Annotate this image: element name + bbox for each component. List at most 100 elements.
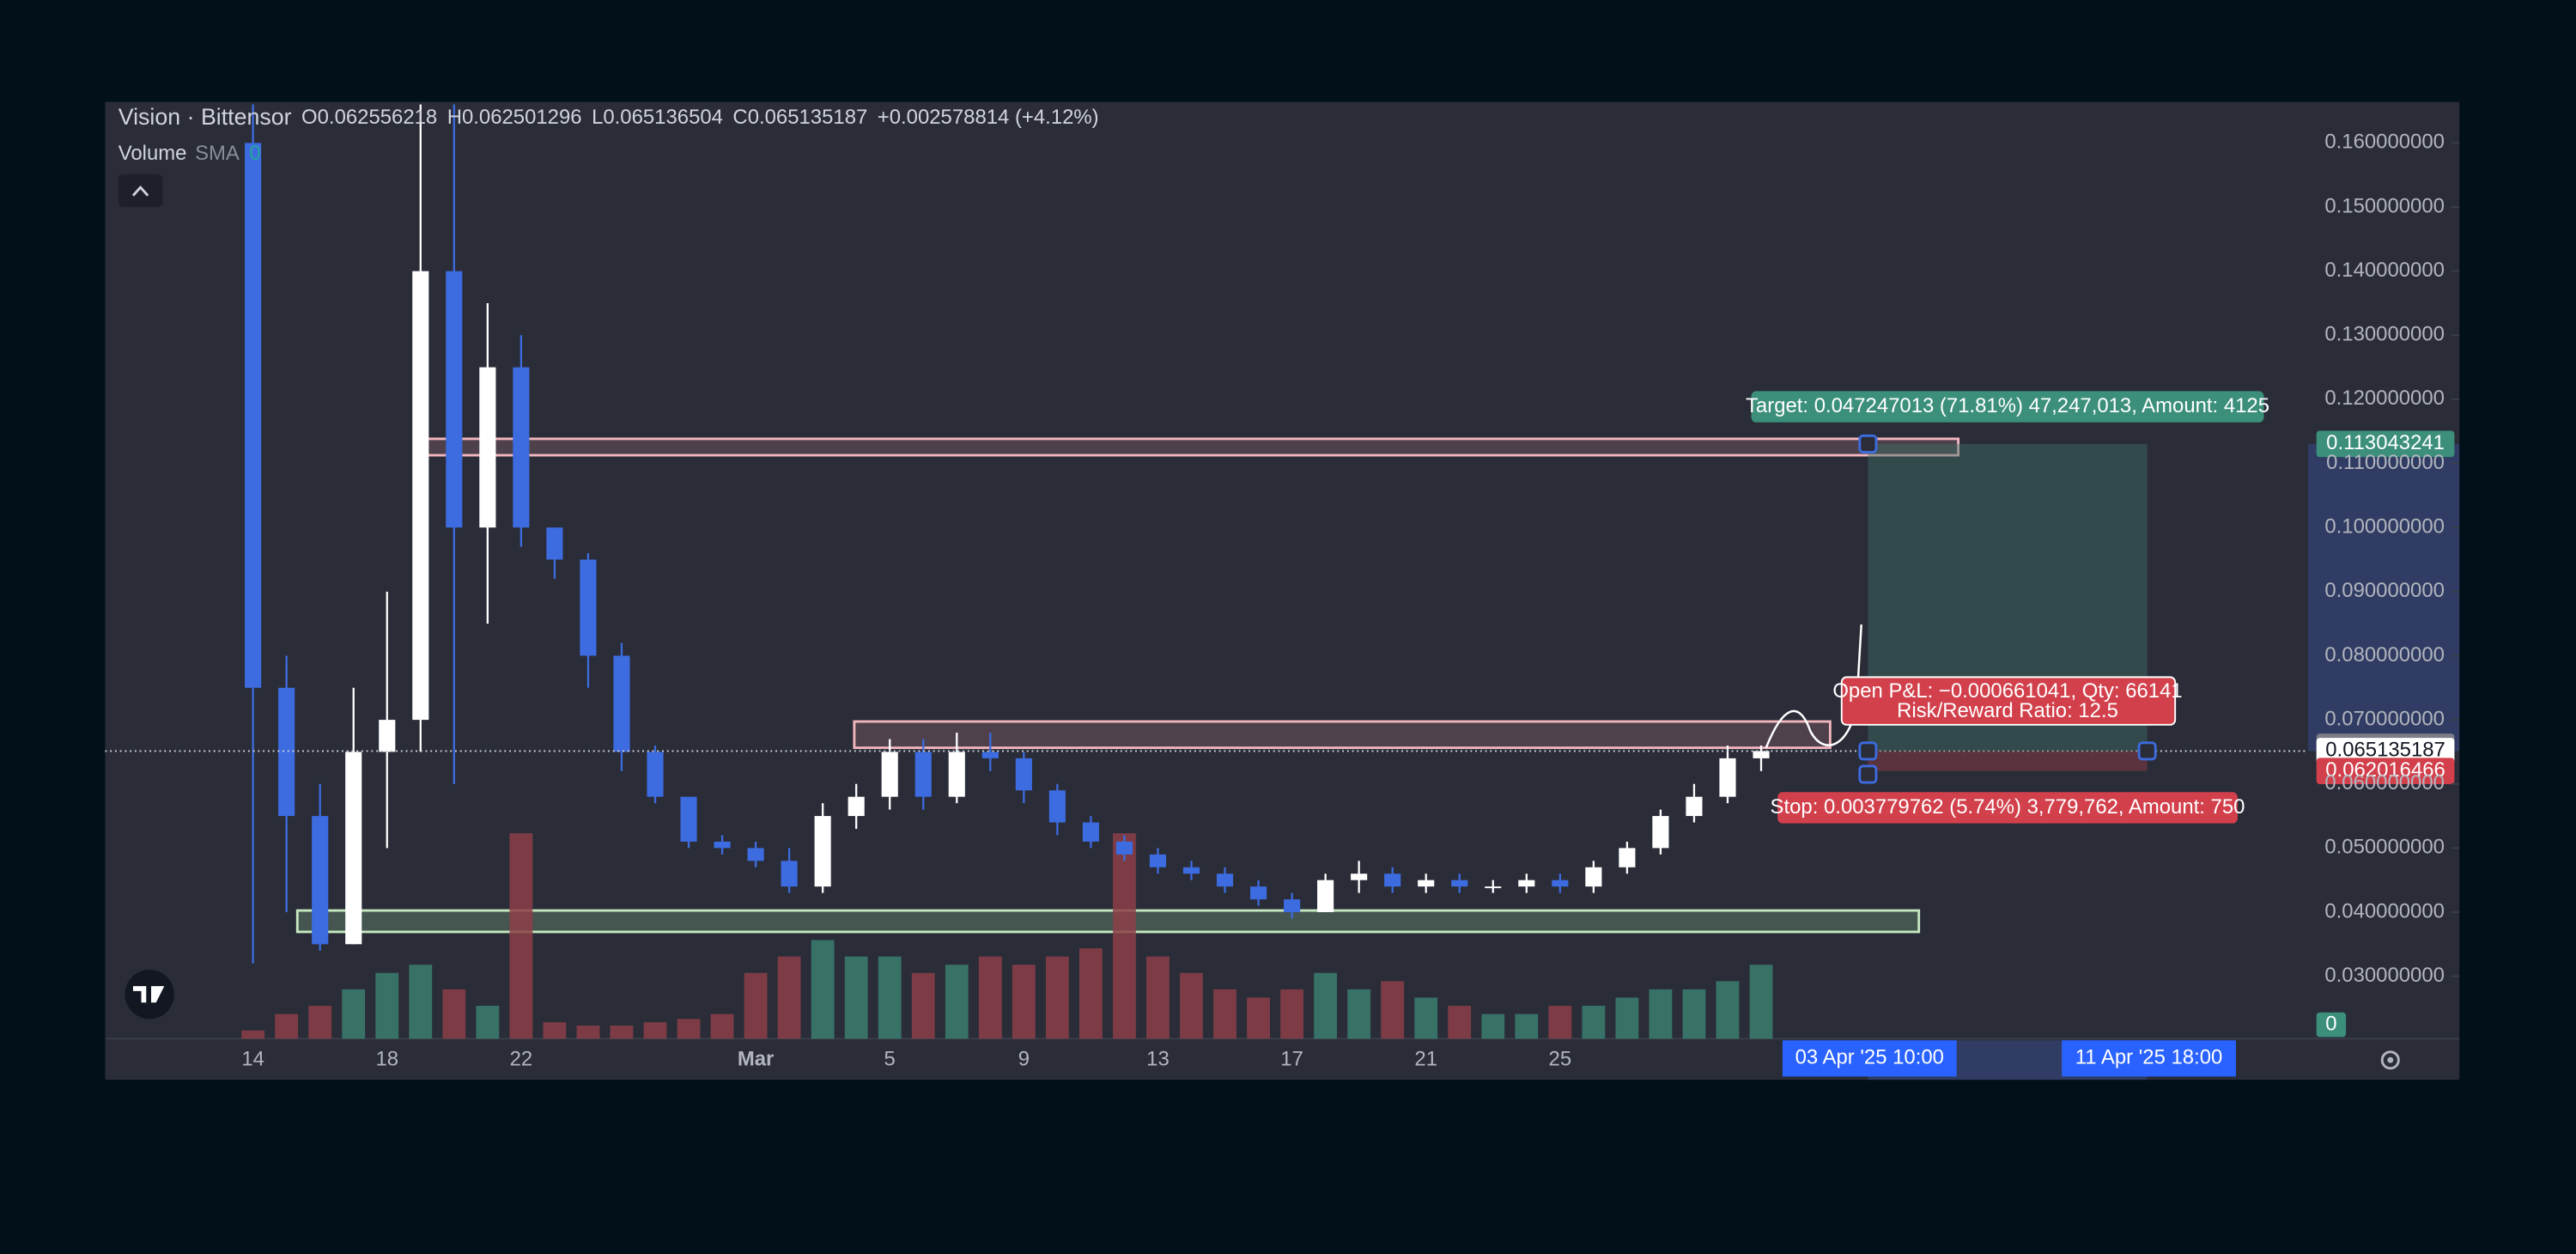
ohlc-open: O0.062556218	[301, 106, 437, 129]
x-tick-label: 5	[884, 1048, 896, 1071]
settings-icon[interactable]	[2380, 1050, 2400, 1070]
target-price-label-box	[2316, 430, 2455, 458]
stop-area[interactable]	[1868, 751, 2148, 771]
candle-body	[312, 816, 329, 945]
candle-body	[1753, 751, 1770, 758]
y-tick-label: 0.110000000	[2326, 451, 2445, 474]
y-tick-label: 0.120000000	[2324, 387, 2445, 410]
volume-bar	[1716, 981, 1740, 1039]
resistance-zone[interactable]	[853, 720, 1832, 750]
candle-body	[1317, 880, 1334, 913]
handle[interactable]	[1858, 764, 1878, 784]
stop-box	[1777, 792, 2238, 824]
volume-bar	[1012, 965, 1036, 1039]
volume-bar	[1113, 833, 1136, 1039]
candle-body	[613, 655, 630, 752]
sma-value: 0	[249, 142, 260, 165]
volume-bar	[643, 1022, 667, 1039]
candle-body	[1485, 886, 1502, 889]
candle-body	[412, 271, 429, 721]
volume-bar	[241, 1030, 265, 1039]
candle-body	[814, 816, 831, 887]
candle-body	[881, 752, 898, 797]
y-tick-label: 0.090000000	[2324, 579, 2445, 602]
header: Vision · Bittensor O0.062556218 H0.0625012…	[118, 104, 1099, 130]
volume-bar	[710, 1014, 734, 1039]
volume-bar	[1448, 1006, 1472, 1039]
volume-bar	[1649, 989, 1673, 1039]
y-tick-label: 0.100000000	[2324, 515, 2445, 539]
handle[interactable]	[1858, 434, 1878, 454]
x-tick-label: 13	[1146, 1048, 1170, 1071]
volume-bar	[442, 989, 466, 1039]
candle-body	[1082, 822, 1099, 842]
volume-value-box	[2316, 1012, 2347, 1038]
candle-body	[1182, 867, 1200, 874]
x-tick-label: Mar	[738, 1048, 775, 1071]
volume-bar	[978, 956, 1002, 1039]
candle-body	[1351, 874, 1368, 880]
y-tick-label: 0.160000000	[2324, 131, 2445, 154]
volume-bar	[1682, 989, 1706, 1039]
volume-bar	[509, 833, 533, 1039]
volume-bar	[576, 1026, 600, 1039]
volume-bar	[1146, 956, 1170, 1039]
resistance-zone[interactable]	[419, 437, 1960, 457]
axis-band	[2308, 443, 2460, 752]
pnl-text: Open P&L: −0.000661041, Qty: 66141	[1832, 679, 2182, 703]
candle-body	[1418, 880, 1435, 887]
candle-body	[647, 752, 664, 797]
candle-body	[981, 752, 999, 758]
end-time-box	[2062, 1040, 2236, 1077]
target-price-label: 0.113043241	[2326, 431, 2445, 454]
logo[interactable]	[125, 969, 174, 1020]
volume-bar	[610, 1026, 634, 1039]
volume-bar	[811, 940, 835, 1039]
pnl-box	[1840, 676, 2177, 726]
volume-bar	[1381, 981, 1405, 1039]
candle-body	[1518, 880, 1535, 887]
start-time-box	[1782, 1040, 1957, 1077]
change: +0.002578814 (+4.12%)	[878, 106, 1099, 129]
chart-panel	[105, 101, 2460, 1081]
candle-body	[513, 367, 530, 528]
volume-bar	[1582, 1006, 1606, 1039]
ohlc-low: L0.065136504	[592, 106, 723, 129]
candle-body	[714, 841, 731, 849]
volume-bar	[543, 1022, 567, 1039]
settings-icon-dot	[2387, 1056, 2394, 1063]
candle-body	[479, 367, 496, 528]
support-zone[interactable]	[295, 909, 1921, 934]
volume-bar	[1414, 997, 1438, 1039]
handle[interactable]	[2137, 741, 2157, 761]
current-price-label-box	[2316, 738, 2455, 764]
x-tick-label: 22	[510, 1048, 533, 1071]
candle-body	[948, 752, 965, 797]
stop-text: Stop: 0.003779762 (5.74%) 3,779,762, Amo…	[1771, 795, 2245, 819]
candle-body	[1585, 867, 1602, 887]
candle-body	[1284, 899, 1301, 913]
volume-bar	[1247, 997, 1270, 1039]
candle-body	[1115, 841, 1133, 855]
volume-bar	[844, 956, 868, 1039]
volume-bar	[409, 965, 433, 1039]
candle-body	[1015, 758, 1032, 791]
y-tick-label: 0.080000000	[2324, 643, 2445, 667]
x-tick-label: 9	[1018, 1048, 1030, 1071]
candle-body	[580, 559, 597, 656]
volume-bar	[1213, 989, 1236, 1039]
candle-body	[278, 687, 295, 817]
rr-text: Risk/Reward Ratio: 12.5	[1897, 699, 2118, 722]
candle-body	[781, 861, 798, 887]
handle[interactable]	[1858, 741, 1878, 761]
candle-body	[1719, 758, 1736, 797]
y-tick-label: 0.130000000	[2324, 323, 2445, 346]
candle-body	[546, 527, 563, 560]
volume-value: 0	[2325, 1012, 2336, 1035]
y-tick-label: 0.050000000	[2324, 836, 2445, 859]
candle-body	[1149, 854, 1167, 867]
volume-bar	[1280, 989, 1303, 1039]
collapse-button[interactable]	[118, 173, 163, 208]
y-tick-label: 0.030000000	[2324, 964, 2445, 987]
volume-bar	[1079, 948, 1103, 1039]
